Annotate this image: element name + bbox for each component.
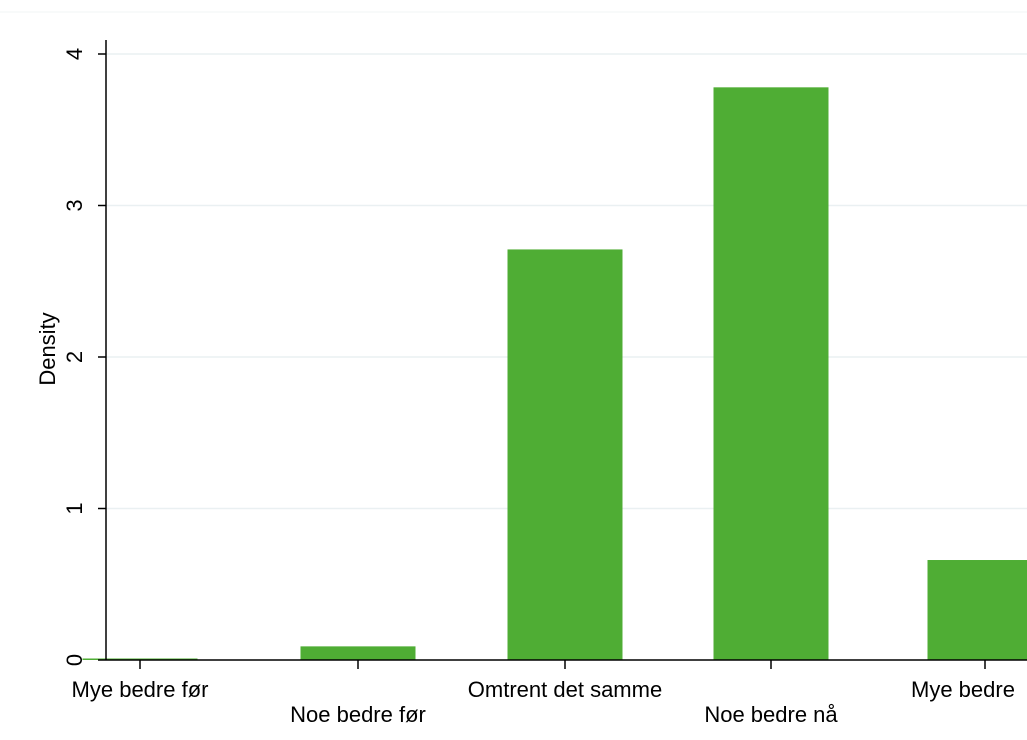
- axes: [105, 40, 1027, 661]
- x-tick-label: Noe bedre nå: [704, 702, 838, 727]
- bar: [927, 560, 1027, 660]
- y-tick-label: 2: [62, 351, 87, 363]
- x-ticks: Mye bedre før Noe bedre før Omtrent det sa…: [72, 660, 1015, 727]
- y-tick-label: 1: [62, 502, 87, 514]
- x-tick-label: Omtrent det samme: [468, 677, 662, 702]
- y-axis-title: Density: [35, 312, 60, 385]
- bar: [507, 249, 623, 660]
- bar: [82, 658, 198, 660]
- x-tick-label: Mye bedre: [911, 677, 1015, 702]
- x-tick-label: Mye bedre før: [72, 677, 209, 702]
- x-tick-label: Noe bedre før: [290, 702, 426, 727]
- bar: [300, 646, 416, 660]
- y-tick-label: 0: [62, 654, 87, 666]
- y-ticks: 0 1 2 3 4: [62, 48, 106, 666]
- y-tick-label: 3: [62, 199, 87, 211]
- bars: [82, 87, 1027, 660]
- bar: [713, 87, 829, 660]
- y-tick-label: 4: [62, 48, 87, 60]
